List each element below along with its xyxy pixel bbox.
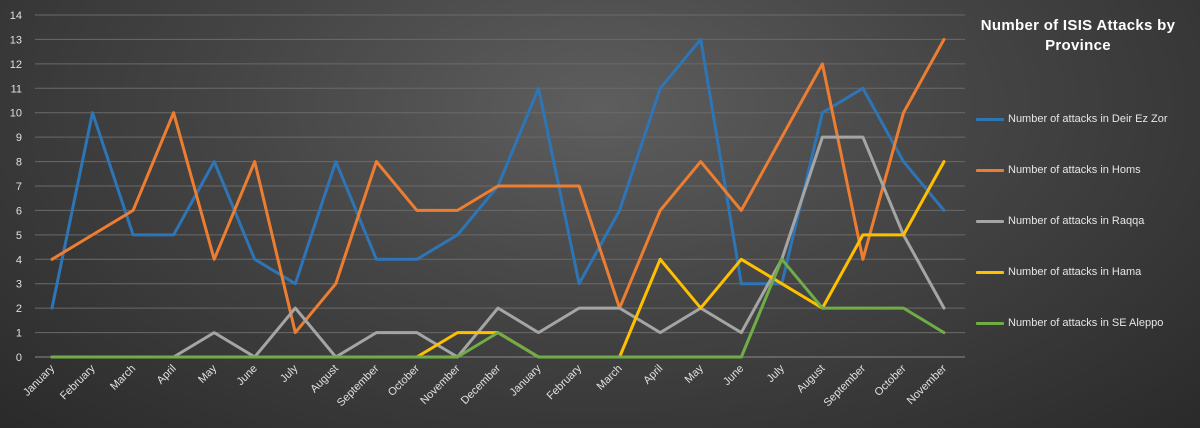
x-tick-label: April [155,363,179,387]
x-tick-label: November [418,362,463,407]
x-tick-label: September [821,362,868,409]
x-tick-label: August [795,363,828,396]
legend-label: Number of attacks in Homs [1008,164,1141,176]
series-lines [50,37,946,359]
y-tick-label: 9 [16,132,22,144]
y-tick-label: 12 [10,59,22,71]
y-tick-label: 4 [16,254,22,266]
x-tick-label: May [683,362,707,386]
legend-item: Number of attacks in SE Aleppo [976,315,1163,331]
y-tick-label: 1 [16,328,22,340]
x-tick-label: April [641,363,665,387]
legend-item: Number of attacks in Hama [976,264,1141,280]
y-tick-label: 11 [11,83,22,95]
legend-swatch [976,219,1004,223]
x-tick-label: February [58,362,98,402]
y-tick-label: 7 [16,181,22,193]
legend-swatch [976,270,1004,274]
x-tick-label: January [508,362,545,399]
x-tick-label: November [905,362,950,407]
legend-swatch [976,321,1004,325]
legend-label: Number of attacks in Hama [1008,266,1142,278]
x-tick-label: July [278,362,301,385]
x-tick-label: January [21,362,58,399]
series-line-2 [50,135,946,359]
legend-item: Number of attacks in Deir Ez Zor [976,111,1168,127]
y-tick-label: 13 [10,34,22,46]
x-tick-label: March [595,363,625,393]
series-line-4 [50,257,946,359]
y-tick-label: 10 [10,108,22,120]
y-tick-label: 5 [16,230,22,242]
legend-swatch [976,168,1004,172]
y-tick-label: 8 [16,157,22,169]
legend-label: Number of attacks in Raqqa [1008,215,1145,227]
x-tick-label: December [459,362,504,407]
x-tick-label: March [108,363,138,393]
chart-title: Number of ISIS Attacks by Province [980,17,1176,54]
x-tick-label: September [335,362,382,409]
legend-swatch [976,117,1004,121]
x-axis-tick-labels: January February March April May June July Augu… [21,362,949,409]
x-tick-label: August [308,363,341,396]
y-tick-label: 0 [16,352,22,364]
gridlines [35,14,965,358]
y-tick-label: 14 [10,10,22,22]
legend-label: Number of attacks in SE Aleppo [1008,317,1164,329]
legend-item: Number of attacks in Homs [976,162,1141,178]
x-tick-label: June [234,363,259,388]
y-tick-label: 3 [16,279,22,291]
x-tick-label: February [545,362,585,402]
legend-item: Number of attacks in Raqqa [976,213,1144,229]
series-line-1 [50,37,946,335]
x-tick-label: June [721,363,746,388]
legend-label: Number of attacks in Deir Ez Zor [1008,113,1168,125]
x-tick-label: October [386,362,422,398]
x-tick-label: July [765,362,788,385]
y-tick-label: 6 [16,205,22,217]
x-tick-label: May [196,362,220,386]
y-tick-label: 2 [16,303,22,315]
x-tick-label: October [872,362,908,398]
